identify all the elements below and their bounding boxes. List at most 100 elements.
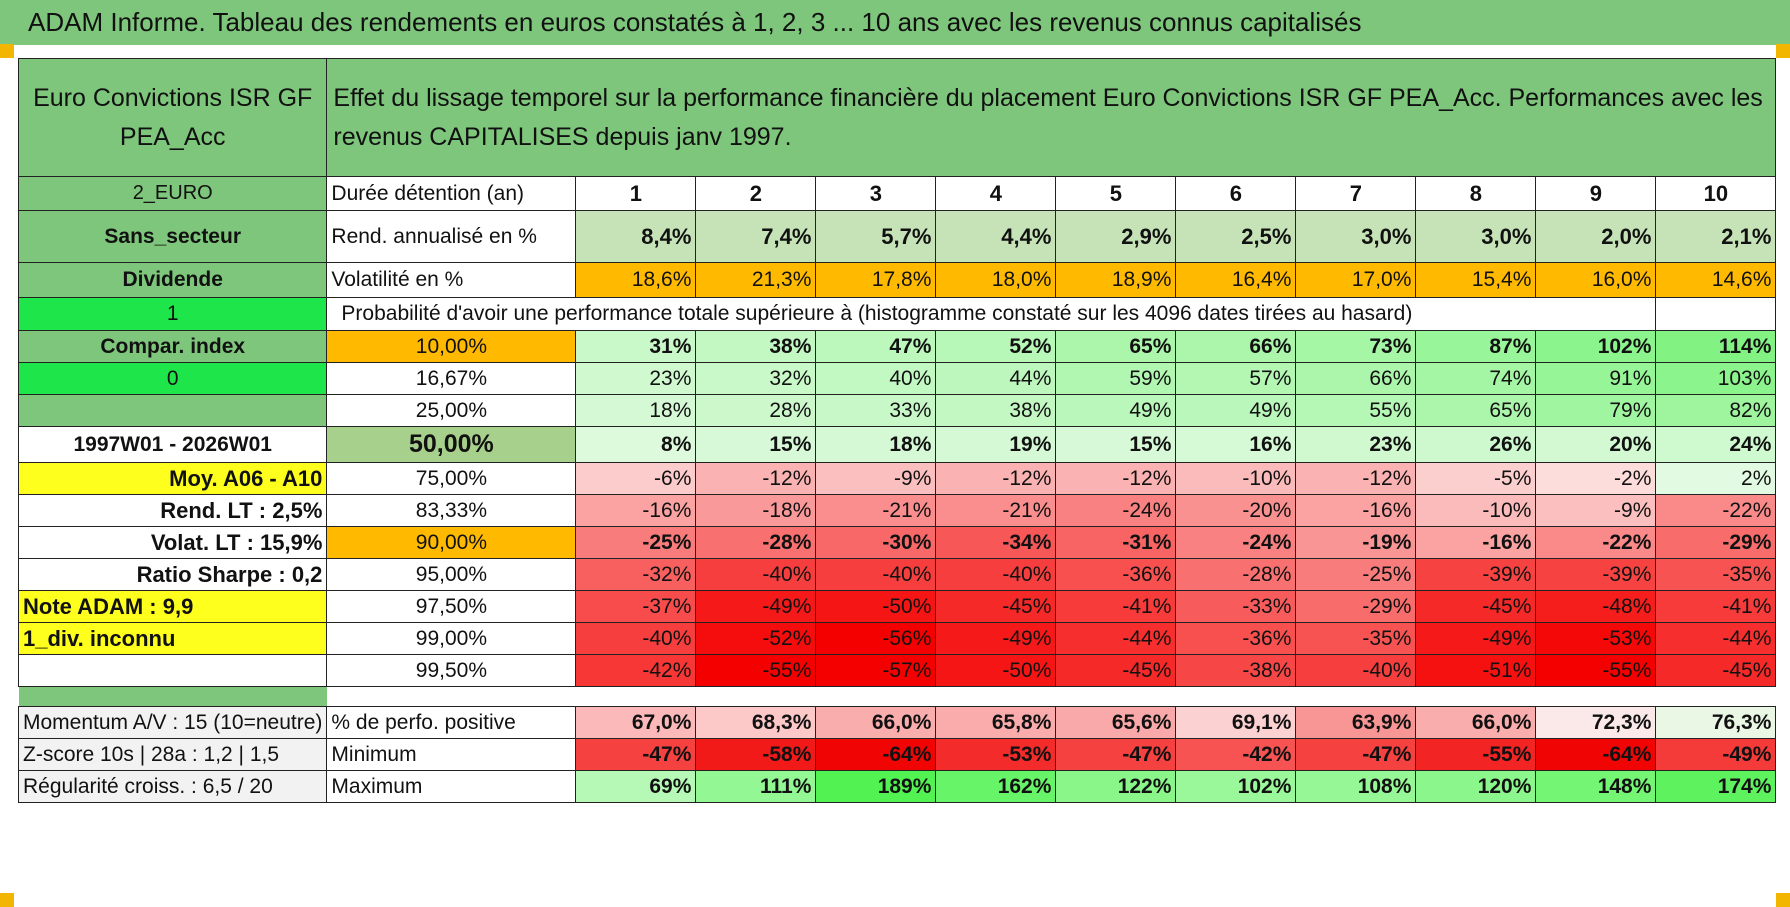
min-row-value: -53% (935, 738, 1057, 771)
min-row-value: -58% (695, 738, 817, 771)
percentile-value: -5% (1415, 462, 1537, 495)
percentile-label: 16,67% (326, 362, 577, 395)
gap-cell (935, 686, 1056, 707)
percentile-value: -22% (1655, 494, 1777, 527)
percentile-value: -48% (1535, 590, 1657, 623)
percentile-value: -35% (1295, 622, 1417, 655)
rend-value: 2,9% (1055, 210, 1177, 263)
positive-row-left: Momentum A/V : 15 (10=neutre) (17, 706, 328, 739)
percentile-value: -30% (815, 526, 937, 559)
percentile-value: -29% (1655, 526, 1777, 559)
percentile-value: 2% (1655, 462, 1777, 495)
report-title: ADAM Informe. Tableau des rendements en … (0, 0, 1790, 45)
gap-cell (815, 686, 936, 707)
percentile-value: -20% (1175, 494, 1297, 527)
percentile-value: 65% (1055, 330, 1177, 363)
percentile-row: Rend. LT : 2,5% 83,33% -16% -18% -21% -21% -24… (17, 494, 1777, 527)
percentile-value: 102% (1535, 330, 1657, 363)
vol-value: 16,0% (1535, 262, 1657, 298)
percentile-label: 99,00% (326, 622, 577, 655)
percentile-value: -49% (695, 590, 817, 623)
max-row-value: 111% (695, 770, 817, 803)
rend-value: 3,0% (1295, 210, 1417, 263)
percentile-value: 79% (1535, 394, 1657, 427)
rend-value: 4,4% (935, 210, 1057, 263)
percentile-value: 31% (575, 330, 697, 363)
performance-table: Euro Convictions ISR GF PEA_Acc Effet du… (17, 58, 1777, 803)
percentile-value: -49% (935, 622, 1057, 655)
percentile-value: -25% (1295, 558, 1417, 591)
vol-value: 21,3% (695, 262, 817, 298)
header-row: Euro Convictions ISR GF PEA_Acc Effet du… (17, 58, 1777, 177)
max-row-label: Maximum (326, 770, 577, 803)
percentile-value: -19% (1295, 526, 1417, 559)
rend-row: Sans_secteur Rend. annualisé en % 8,4% 7,4%… (17, 210, 1777, 263)
percentile-value: -50% (935, 654, 1057, 687)
percentile-value: -18% (695, 494, 817, 527)
year-header: 5 (1055, 176, 1177, 211)
vol-row: Dividende Volatilité en % 18,6% 21,3% 17,8% 1… (17, 262, 1777, 298)
positive-row-value: 65,8% (935, 706, 1057, 739)
percentile-value: -57% (815, 654, 937, 687)
percentile-value: -2% (1535, 462, 1657, 495)
flag-zero: 0 (17, 362, 328, 395)
percentile-value: 44% (935, 362, 1057, 395)
percentile-label: 75,00% (326, 462, 577, 495)
percentile-value: 18% (575, 394, 697, 427)
percentile-value: -12% (935, 462, 1057, 495)
percentile-value: -44% (1655, 622, 1777, 655)
percentile-value: -55% (1535, 654, 1657, 687)
positive-row-value: 69,1% (1175, 706, 1297, 739)
percentile-label: 25,00% (326, 394, 577, 427)
rend-value: 2,1% (1655, 210, 1777, 263)
vol-value: 18,6% (575, 262, 697, 298)
duree-label: Durée détention (an) (326, 176, 577, 211)
percentile-value: -24% (1055, 494, 1177, 527)
positive-row-value: 63,9% (1295, 706, 1417, 739)
percentile-value: -29% (1295, 590, 1417, 623)
percentile-value: -37% (575, 590, 697, 623)
min-row-left: Z-score 10s | 28a : 1,2 | 1,5 (17, 738, 328, 771)
blank-cell (1535, 297, 1657, 331)
rend-value: 2,0% (1535, 210, 1657, 263)
blank-label (17, 654, 328, 687)
positive-row-value: 66,0% (815, 706, 937, 739)
percentile-value: -41% (1655, 590, 1777, 623)
percentile-value: -32% (575, 558, 697, 591)
percentile-label: 10,00% (326, 330, 577, 363)
percentile-value: 66% (1175, 330, 1297, 363)
percentile-value: -6% (575, 462, 697, 495)
percentile-value: 87% (1415, 330, 1537, 363)
corner-marker (0, 44, 14, 58)
years-row: 2_EURO Durée détention (an) 1 2 3 4 5 6 7 8 9 10 (17, 176, 1777, 211)
percentile-row: Ratio Sharpe : 0,2 95,00% -32% -40% -40% -40%… (17, 558, 1777, 591)
percentile-value: -41% (1055, 590, 1177, 623)
fund-name: Euro Convictions ISR GF PEA_Acc (17, 58, 328, 177)
gap-cell (575, 686, 696, 707)
rend-lt-value: 2,5% (272, 497, 323, 523)
percentile-label: 90,00% (326, 526, 577, 559)
percentile-value: 52% (935, 330, 1057, 363)
percentile-value: -28% (1175, 558, 1297, 591)
max-row-left: Régularité croiss. : 6,5 / 20 (17, 770, 328, 803)
percentile-value: -53% (1535, 622, 1657, 655)
max-row-value: 69% (575, 770, 697, 803)
percentile-value: 15% (695, 426, 817, 463)
gap-cell (1535, 686, 1656, 707)
min-row-value: -42% (1175, 738, 1297, 771)
compar-index-label: Compar. index (17, 330, 328, 363)
gap-cell (326, 686, 576, 707)
percentile-value: 15% (1055, 426, 1177, 463)
gap-cell (1055, 686, 1176, 707)
percentile-value: -35% (1655, 558, 1777, 591)
vol-value: 17,0% (1295, 262, 1417, 298)
percentile-label: 99,50% (326, 654, 577, 687)
gap-bar (18, 686, 327, 707)
max-row-value: 189% (815, 770, 937, 803)
year-header: 7 (1295, 176, 1417, 211)
max-row-value: 108% (1295, 770, 1417, 803)
percentile-row: Compar. index 10,00% 31% 38% 47% 52% 65% 66% 73%… (17, 330, 1777, 363)
rend-value: 5,7% (815, 210, 937, 263)
percentile-value: 26% (1415, 426, 1537, 463)
vol-value: 17,8% (815, 262, 937, 298)
